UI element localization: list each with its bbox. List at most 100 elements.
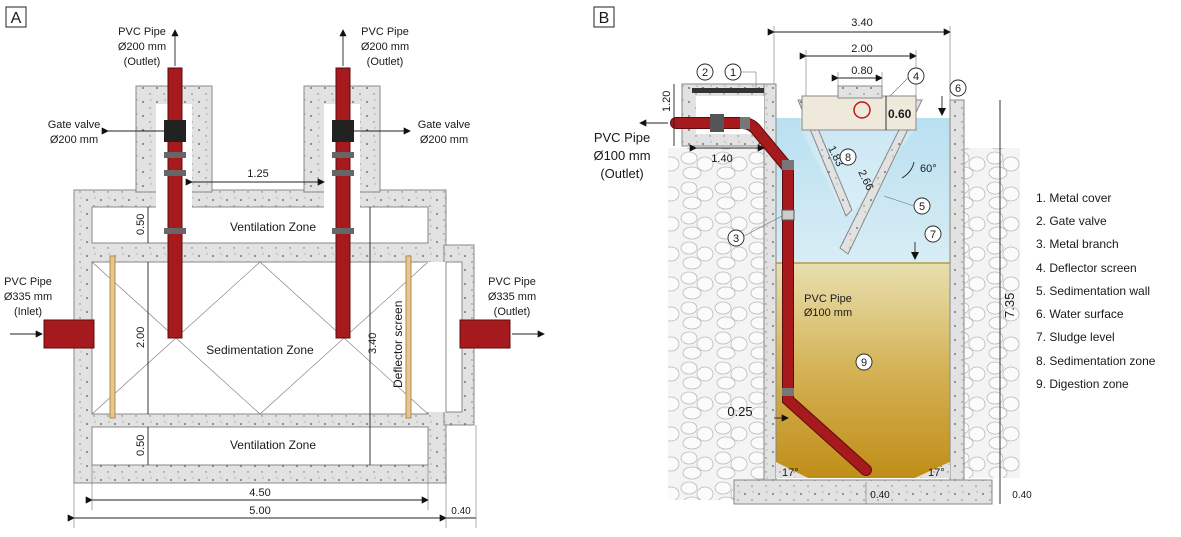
deflector-screen	[801, 95, 917, 131]
sedimentation-wall-right	[839, 99, 923, 255]
marker-circles	[696, 63, 967, 371]
outlet-channel	[426, 262, 446, 412]
outlet-right-line2: Ø200 mm	[361, 41, 409, 53]
panel-b: B PVC Pipe Ø	[593, 6, 1032, 505]
inlet-line3: (Inlet)	[14, 306, 42, 318]
deflector-screen-left	[109, 255, 116, 419]
outlet-side-pipe	[459, 319, 511, 349]
ventilation-zone-bottom-label: Ventilation Zone	[230, 438, 316, 452]
dim-b040b: 0.40	[1012, 490, 1032, 501]
angle-17-right: 17°	[928, 467, 945, 479]
sludge-level-marker	[911, 252, 919, 260]
panel-a-tag: A	[11, 10, 22, 27]
marker-5: 5	[919, 201, 925, 213]
pipe-outlet-line2: Ø100 mm	[593, 148, 650, 163]
pipe-outlet-line3: (Outlet)	[600, 166, 643, 181]
soil-left	[668, 148, 764, 500]
tank-base-slab	[733, 479, 993, 505]
pipe-joints	[164, 152, 354, 234]
outlet-pipe-left	[167, 67, 183, 339]
marker-6: 6	[955, 83, 961, 95]
outlet-left-line3: (Outlet)	[124, 56, 161, 68]
deflector-screen-label: Deflector screen	[391, 301, 405, 388]
marker-numbers: 1 2 3 4 5 6 7 8 9	[702, 67, 961, 369]
dim-450: 4.50	[249, 487, 270, 499]
legend: 1. Metal cover 2. Gate valve 3. Metal br…	[1036, 191, 1156, 391]
gate-valve-left-icon	[164, 120, 186, 142]
base-slope-right	[915, 462, 950, 478]
dim-b025: 0.25	[727, 404, 752, 419]
dim-125: 1.25	[247, 168, 268, 180]
valve-right-line2: Ø200 mm	[420, 134, 468, 146]
marker-7: 7	[930, 229, 936, 241]
valve-left-line1: Gate valve	[48, 119, 101, 131]
marker-2: 2	[702, 67, 708, 79]
panel-b-tag: B	[599, 10, 610, 27]
ventilation-zone-top-label: Ventilation Zone	[230, 220, 316, 234]
legend-item-9: 9. Digestion zone	[1036, 377, 1129, 391]
angle-60-arc	[901, 161, 915, 179]
legend-item-1: 1. Metal cover	[1036, 191, 1111, 205]
deflector-cap	[837, 85, 883, 99]
metal-cover	[692, 88, 764, 93]
dim-extensions	[73, 425, 477, 528]
valve-left-line2: Ø200 mm	[50, 134, 98, 146]
outlet-side-line1: PVC Pipe	[488, 276, 536, 288]
marker-3: 3	[733, 233, 739, 245]
outlet-right-line1: PVC Pipe	[361, 26, 409, 38]
gate-valve-icon	[710, 114, 724, 132]
pipe-outlet-line1: PVC Pipe	[594, 130, 650, 145]
dim-b120: 1.20	[661, 91, 673, 112]
pipe-b-joints	[740, 117, 794, 396]
dim-b200: 2.00	[851, 43, 872, 55]
legend-item-5: 5. Sedimentation wall	[1036, 284, 1150, 298]
deflector-screen-right	[405, 255, 412, 419]
dim-b735: 7.35	[1002, 293, 1017, 318]
outlet-pipe-right	[335, 67, 351, 339]
valve-right-line1: Gate valve	[418, 119, 471, 131]
sludge-region	[774, 263, 950, 478]
legend-item-6: 6. Water surface	[1036, 307, 1124, 321]
dim-b140: 1.40	[711, 153, 732, 165]
dim-500: 5.00	[249, 505, 270, 517]
metal-branch-icon	[781, 209, 795, 221]
outlet-right-line3: (Outlet)	[367, 56, 404, 68]
outlet-side-line3: (Outlet)	[494, 306, 531, 318]
opening-icon	[853, 101, 871, 119]
marker-1: 1	[730, 67, 736, 79]
panel-b-tag-box	[593, 6, 615, 28]
marker-9: 9	[861, 357, 867, 369]
inlet-pipe	[43, 319, 95, 349]
pipe-inner-line2: Ø100 mm	[804, 307, 852, 319]
water-surface-marker	[938, 108, 946, 116]
panel-a-tag-box	[5, 6, 27, 28]
pipe-inner-line1: PVC Pipe	[804, 293, 852, 305]
dim-050a: 0.50	[135, 214, 147, 235]
angle-17-left: 17°	[782, 467, 799, 479]
outlet-left-line1: PVC Pipe	[118, 26, 166, 38]
angle-60: 60°	[920, 163, 937, 175]
dim-050b: 0.50	[135, 435, 147, 456]
inlet-line2: Ø335 mm	[4, 291, 52, 303]
sedimentation-zone-label: Sedimentation Zone	[206, 343, 314, 357]
base-slope-left	[776, 462, 808, 478]
dim-b080: 0.80	[851, 65, 872, 77]
dim-200: 2.00	[135, 327, 147, 348]
soil-right	[964, 148, 1020, 478]
marker-4: 4	[913, 71, 919, 83]
outlet-side-line2: Ø335 mm	[488, 291, 536, 303]
inlet-line1: PVC Pipe	[4, 276, 52, 288]
tank-wall-right	[949, 99, 965, 485]
dim-b340: 3.40	[851, 17, 872, 29]
gate-valve-right-icon	[332, 120, 354, 142]
marker-8: 8	[845, 152, 851, 164]
legend-item-7: 7. Sludge level	[1036, 330, 1115, 344]
dim-b040a: 0.40	[870, 490, 890, 501]
panel-a: A	[4, 6, 545, 528]
water-region	[774, 118, 950, 263]
marker-leaders	[741, 71, 915, 237]
legend-item-4: 4. Deflector screen	[1036, 261, 1137, 275]
legend-item-3: 3. Metal branch	[1036, 237, 1119, 251]
dim-040: 0.40	[451, 506, 471, 517]
